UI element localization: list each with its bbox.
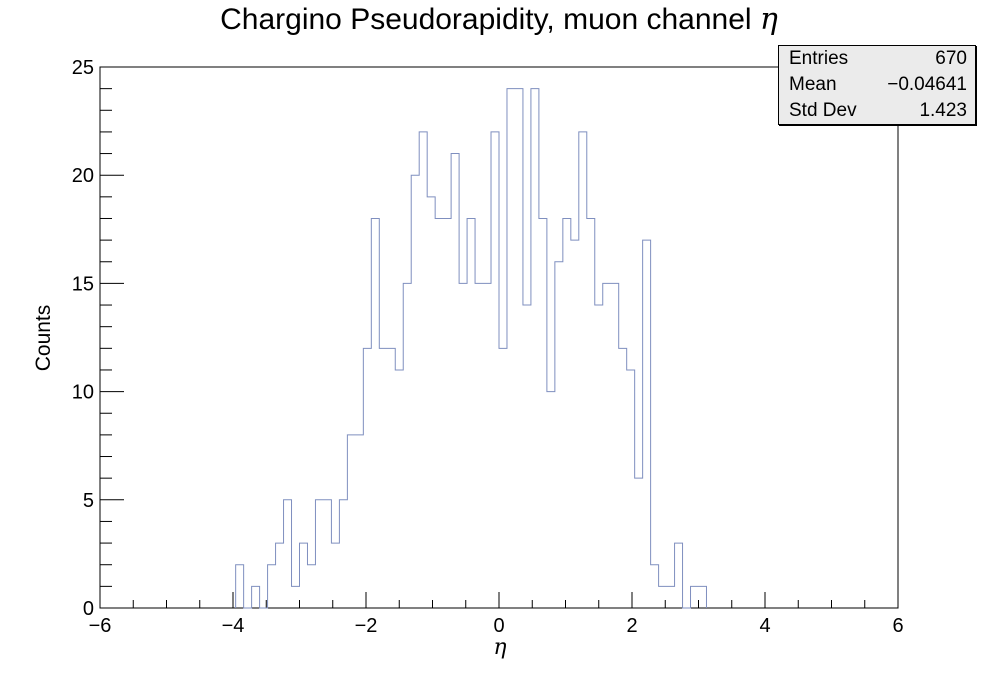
- x-tick-label: −6: [89, 615, 112, 637]
- y-axis: 0 5 10 15 20 25: [72, 57, 124, 620]
- stats-box: Entries 670 Mean −0.04641 Std Dev 1.423: [778, 45, 976, 125]
- x-tick-label: 0: [493, 615, 504, 637]
- x-tick-label: 6: [892, 615, 903, 637]
- stats-mean-label: Mean: [789, 74, 837, 95]
- x-tick-label: −2: [355, 615, 378, 637]
- stats-entries-label: Entries: [789, 48, 849, 69]
- y-tick-label: 15: [72, 273, 94, 295]
- chart-title: Chargino Pseudorapidity, muon channel η: [220, 2, 778, 37]
- y-tick-label: 10: [72, 382, 94, 404]
- stats-mean-value: −0.04641: [887, 74, 967, 95]
- x-tick-label: 4: [759, 615, 770, 637]
- y-tick-label: 25: [72, 57, 94, 79]
- x-axis-label: η: [493, 635, 506, 660]
- histogram-line: [235, 88, 707, 609]
- stats-entries-value: 670: [935, 48, 967, 69]
- y-tick-label: 20: [72, 165, 94, 187]
- stats-entries-row: Entries 670: [789, 46, 967, 72]
- stats-stddev-row: Std Dev 1.423: [789, 98, 967, 124]
- y-tick-label: 0: [83, 598, 94, 620]
- stats-mean-row: Mean −0.04641: [789, 72, 967, 98]
- x-tick-label: −4: [222, 615, 245, 637]
- y-tick-label: 5: [83, 490, 94, 512]
- stats-stddev-value: 1.423: [919, 100, 967, 121]
- y-axis-label: Counts: [32, 305, 55, 372]
- stats-stddev-label: Std Dev: [789, 100, 857, 121]
- x-tick-label: 2: [626, 615, 637, 637]
- x-axis: −6 −4 −2 0 2 4 6: [89, 592, 904, 637]
